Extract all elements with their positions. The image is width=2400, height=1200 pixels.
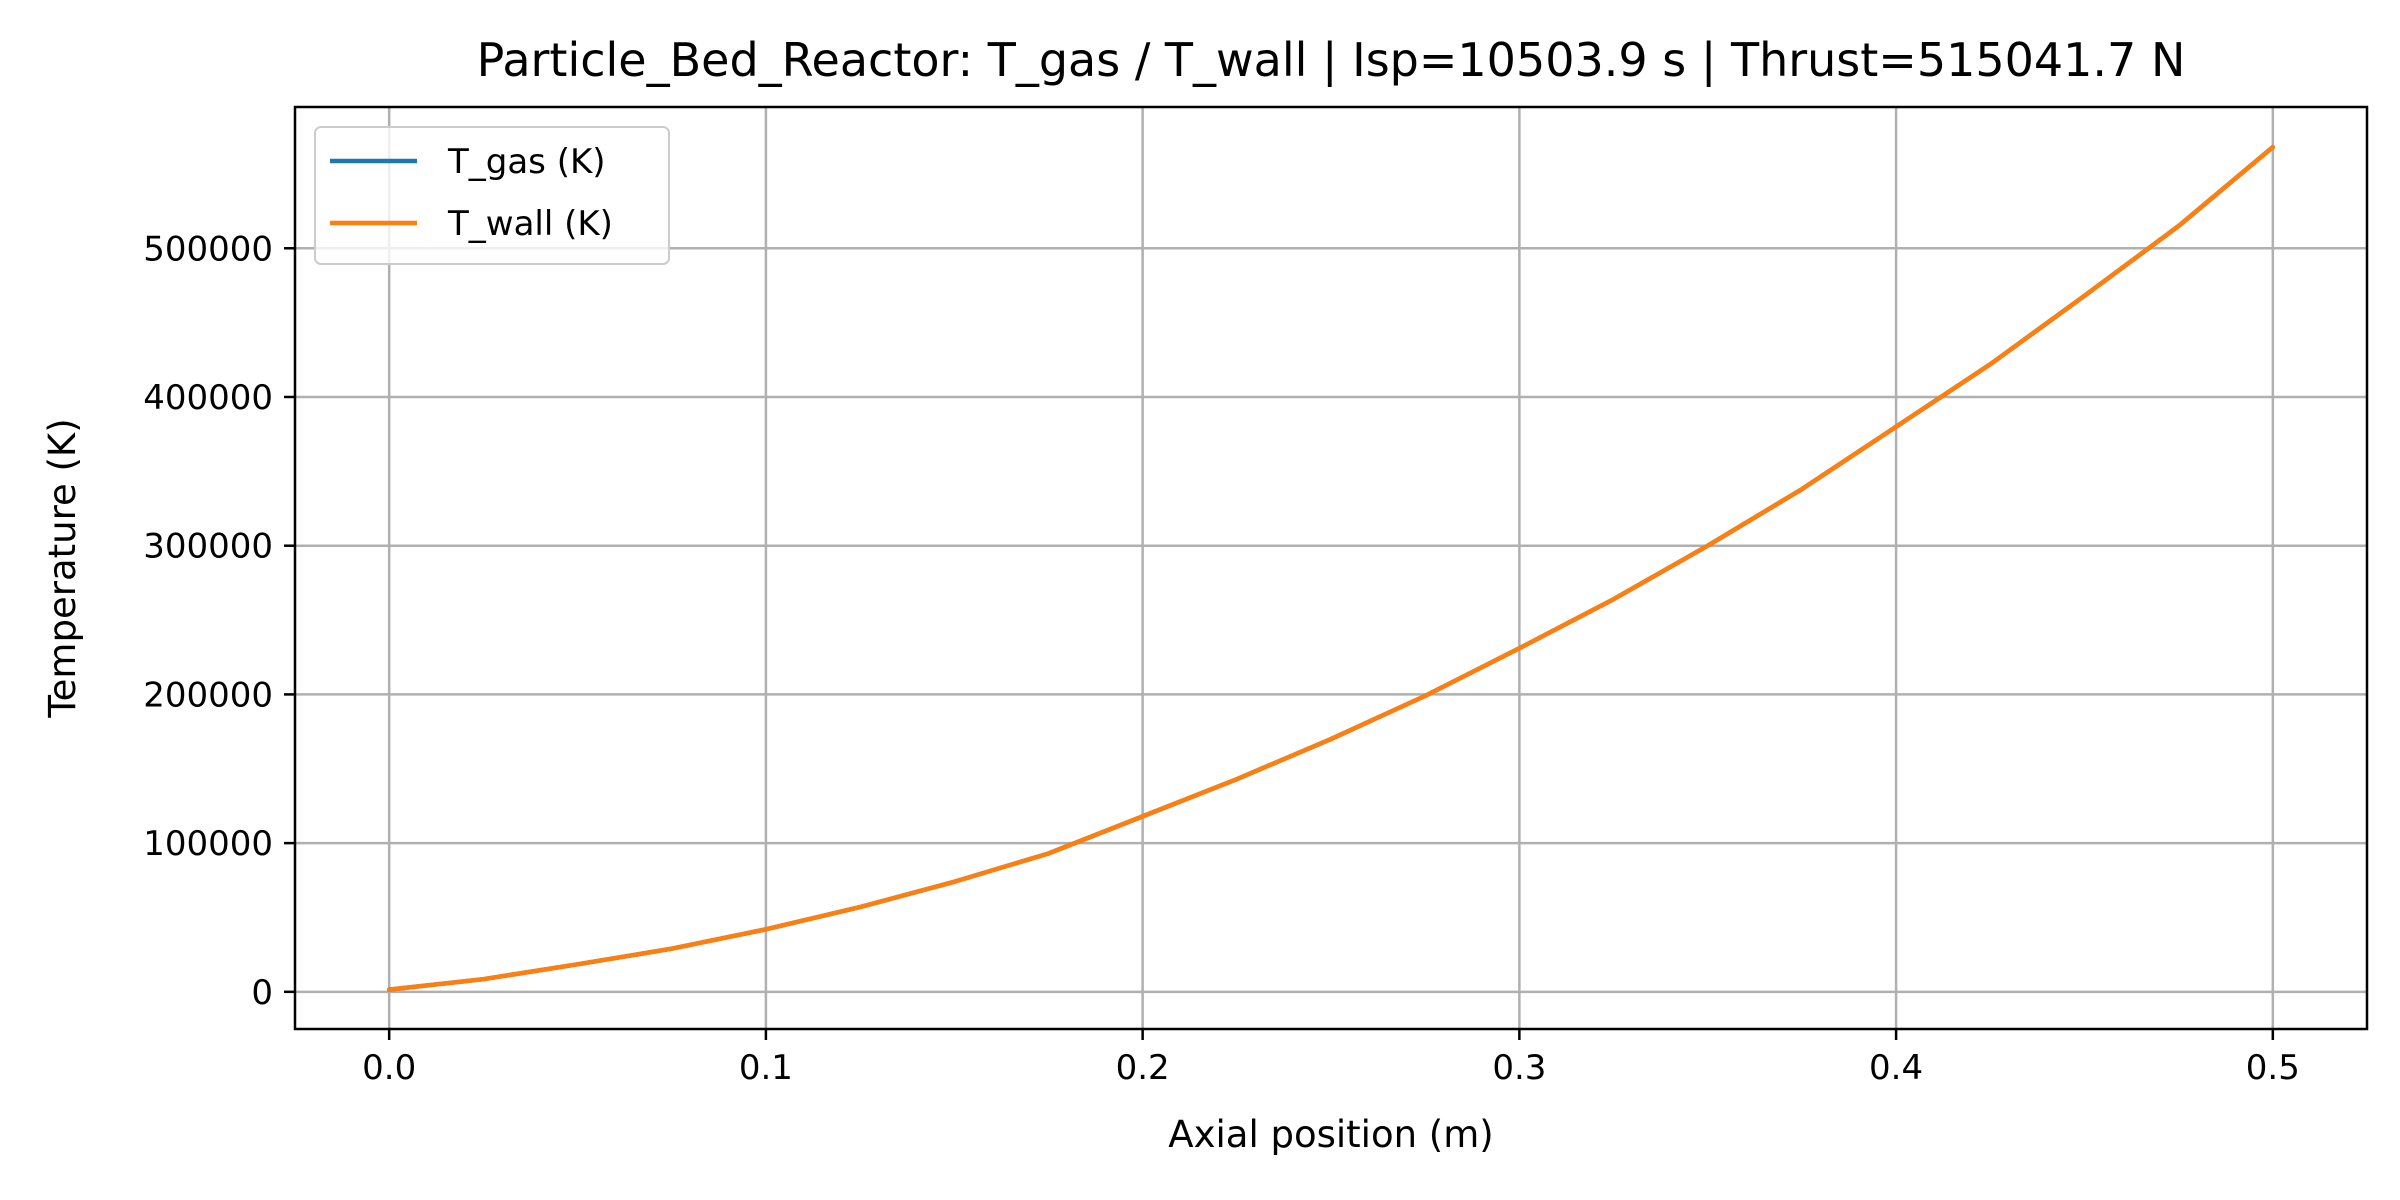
chart-title: Particle_Bed_Reactor: T_gas / T_wall | I…	[477, 33, 2186, 88]
x-tick-label: 0.1	[739, 1048, 793, 1088]
y-tick-label: 300000	[143, 527, 273, 567]
x-tick-label: 0.2	[1116, 1048, 1170, 1088]
x-tick-label: 0.5	[2246, 1048, 2300, 1088]
y-tick-label: 400000	[143, 378, 273, 418]
plot-area-frame	[293, 105, 2369, 1031]
x-tick-label: 0.4	[1869, 1048, 1923, 1088]
x-tick-label: 0.0	[362, 1048, 416, 1088]
legend-label-t-wall: T_wall (K)	[447, 204, 613, 244]
axis-ticks: 0.0 0.1 0.2 0.3 0.4 0.5 0 100000 200000 300000 400…	[143, 229, 2300, 1088]
x-tick-label: 0.3	[1492, 1048, 1546, 1088]
y-tick-label: 200000	[143, 675, 273, 715]
y-tick-label: 100000	[143, 824, 273, 864]
x-axis-label: Axial position (m)	[1168, 1113, 1493, 1156]
series-lines	[386, 144, 2276, 992]
y-tick-label: 500000	[143, 229, 273, 269]
series-line-t-wall	[386, 144, 2276, 992]
legend-label-t-gas: T_gas (K)	[447, 142, 606, 182]
y-axis-label: Temperature (K)	[41, 418, 84, 718]
legend: T_gas (K) T_wall (K)	[314, 126, 670, 265]
y-tick-label: 0	[251, 973, 273, 1013]
grid	[295, 107, 2367, 1029]
